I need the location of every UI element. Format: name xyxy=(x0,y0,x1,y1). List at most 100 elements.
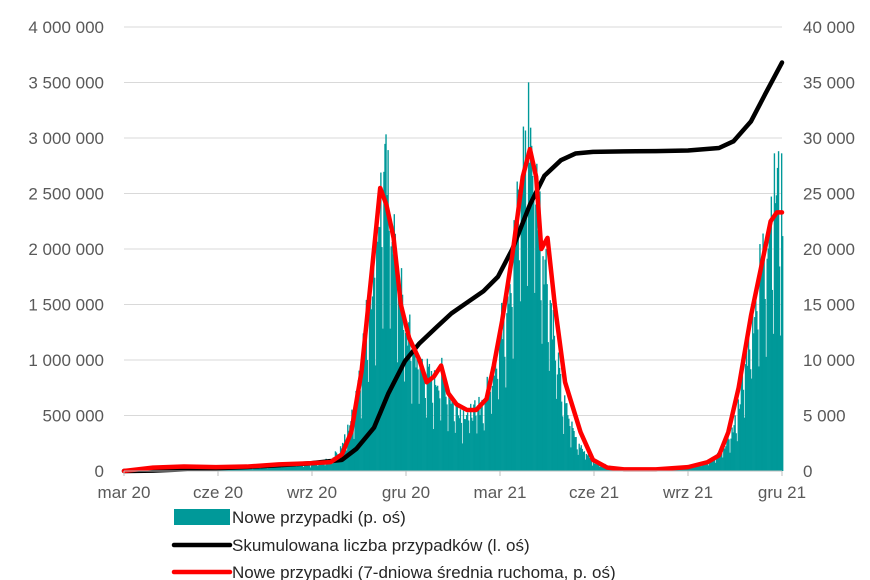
daily-cases-bar xyxy=(441,357,443,471)
daily-cases-bar xyxy=(356,391,358,471)
daily-cases-bar xyxy=(313,463,315,471)
y-right-tick-label: 15 000 xyxy=(803,296,855,315)
daily-cases-bar xyxy=(514,236,516,471)
daily-cases-bar xyxy=(768,224,770,471)
daily-cases-bar xyxy=(501,302,503,471)
daily-cases-bar xyxy=(532,175,534,471)
daily-cases-bar xyxy=(533,196,535,471)
daily-cases-bar xyxy=(381,247,383,471)
daily-cases-bar xyxy=(353,438,355,471)
daily-cases-bar xyxy=(416,358,418,471)
daily-cases-bar xyxy=(347,424,349,471)
daily-cases-bar xyxy=(517,189,519,471)
daily-cases-bar xyxy=(451,399,453,471)
x-tick-label: wrz 21 xyxy=(662,483,713,502)
daily-cases-bar xyxy=(301,465,304,471)
daily-cases-bar xyxy=(780,153,783,471)
daily-cases-bar xyxy=(747,332,750,471)
daily-cases-bar xyxy=(436,385,439,471)
daily-cases-bar xyxy=(320,460,322,471)
daily-cases-bar xyxy=(327,461,329,471)
daily-cases-bar xyxy=(737,399,739,471)
daily-cases-bar xyxy=(447,431,449,471)
daily-cases-bar xyxy=(395,266,398,471)
daily-cases-bar xyxy=(530,145,533,471)
daily-cases-bar xyxy=(480,407,482,471)
daily-cases-bar xyxy=(466,412,469,471)
daily-cases-bar xyxy=(404,332,407,471)
daily-cases-bar xyxy=(306,463,309,471)
daily-cases-bar xyxy=(314,463,316,471)
daily-cases-bar xyxy=(481,399,483,471)
daily-cases-bar xyxy=(601,465,603,471)
daily-cases-bar xyxy=(393,214,395,471)
daily-cases-bar xyxy=(276,464,279,471)
daily-cases-bar xyxy=(415,367,417,471)
daily-cases-bar xyxy=(735,433,737,471)
daily-cases-bar xyxy=(761,257,763,471)
daily-cases-bar xyxy=(774,203,777,471)
daily-cases-bar xyxy=(477,405,479,471)
daily-cases-bar xyxy=(497,399,500,471)
daily-cases-bar xyxy=(697,464,699,471)
daily-cases-bar xyxy=(472,420,474,471)
daily-cases-bar xyxy=(751,378,753,471)
daily-cases-bar xyxy=(270,464,273,471)
daily-cases-bar xyxy=(399,304,402,471)
daily-cases-bar xyxy=(538,207,540,471)
daily-cases-bar xyxy=(444,380,446,471)
legend-label: Nowe przypadki (p. oś) xyxy=(232,508,406,527)
daily-cases-bar xyxy=(522,126,525,471)
daily-cases-bar xyxy=(742,389,745,471)
daily-cases-bar xyxy=(764,298,766,471)
daily-cases-bar xyxy=(319,462,321,471)
daily-cases-bar xyxy=(241,468,244,471)
daily-cases-bar xyxy=(743,417,746,471)
daily-cases-bar xyxy=(350,421,352,471)
x-tick-label: mar 20 xyxy=(98,483,151,502)
daily-cases-bar xyxy=(728,439,730,471)
daily-cases-bar xyxy=(278,464,281,471)
daily-cases-bar xyxy=(283,464,285,471)
daily-cases-bar xyxy=(503,319,505,471)
daily-cases-bar xyxy=(563,433,565,471)
daily-cases-bar xyxy=(759,244,761,471)
daily-cases-bar xyxy=(722,457,724,471)
daily-cases-bar xyxy=(446,404,448,471)
daily-cases-bar xyxy=(403,381,406,471)
daily-cases-bar xyxy=(363,337,366,471)
daily-cases-bar xyxy=(557,352,560,471)
daily-cases-bar xyxy=(450,403,452,471)
daily-cases-bar xyxy=(373,277,376,471)
daily-cases-bar xyxy=(355,390,357,471)
daily-cases-bar xyxy=(439,398,441,471)
daily-cases-bar xyxy=(726,439,728,471)
daily-cases-bar xyxy=(731,427,733,471)
daily-cases-bar xyxy=(765,356,767,471)
daily-cases-bar xyxy=(290,463,292,471)
y-right-tick-label: 0 xyxy=(803,462,812,481)
daily-cases-bar xyxy=(537,230,539,471)
daily-cases-bar xyxy=(418,403,420,471)
daily-cases-bar xyxy=(455,401,457,471)
daily-cases-bar xyxy=(581,448,583,471)
daily-cases-bar xyxy=(564,395,566,471)
daily-cases-bar xyxy=(317,466,319,471)
daily-cases-bar xyxy=(459,409,462,471)
daily-cases-bar xyxy=(703,462,705,471)
daily-cases-bar xyxy=(261,466,263,471)
daily-cases-bar xyxy=(458,418,461,471)
daily-cases-bar xyxy=(744,364,747,471)
daily-cases-bar xyxy=(543,284,545,471)
daily-cases-bar xyxy=(590,461,593,471)
daily-cases-bar xyxy=(547,342,549,471)
daily-cases-bar xyxy=(286,463,288,471)
daily-cases-bar xyxy=(435,386,438,471)
daily-cases-bar xyxy=(486,376,488,471)
daily-cases-bar xyxy=(244,468,247,471)
daily-cases-bar xyxy=(488,391,491,471)
daily-cases-bar xyxy=(775,195,778,472)
daily-cases-bar xyxy=(509,284,511,471)
daily-cases-bar xyxy=(462,408,465,471)
daily-cases-bar xyxy=(247,467,250,471)
